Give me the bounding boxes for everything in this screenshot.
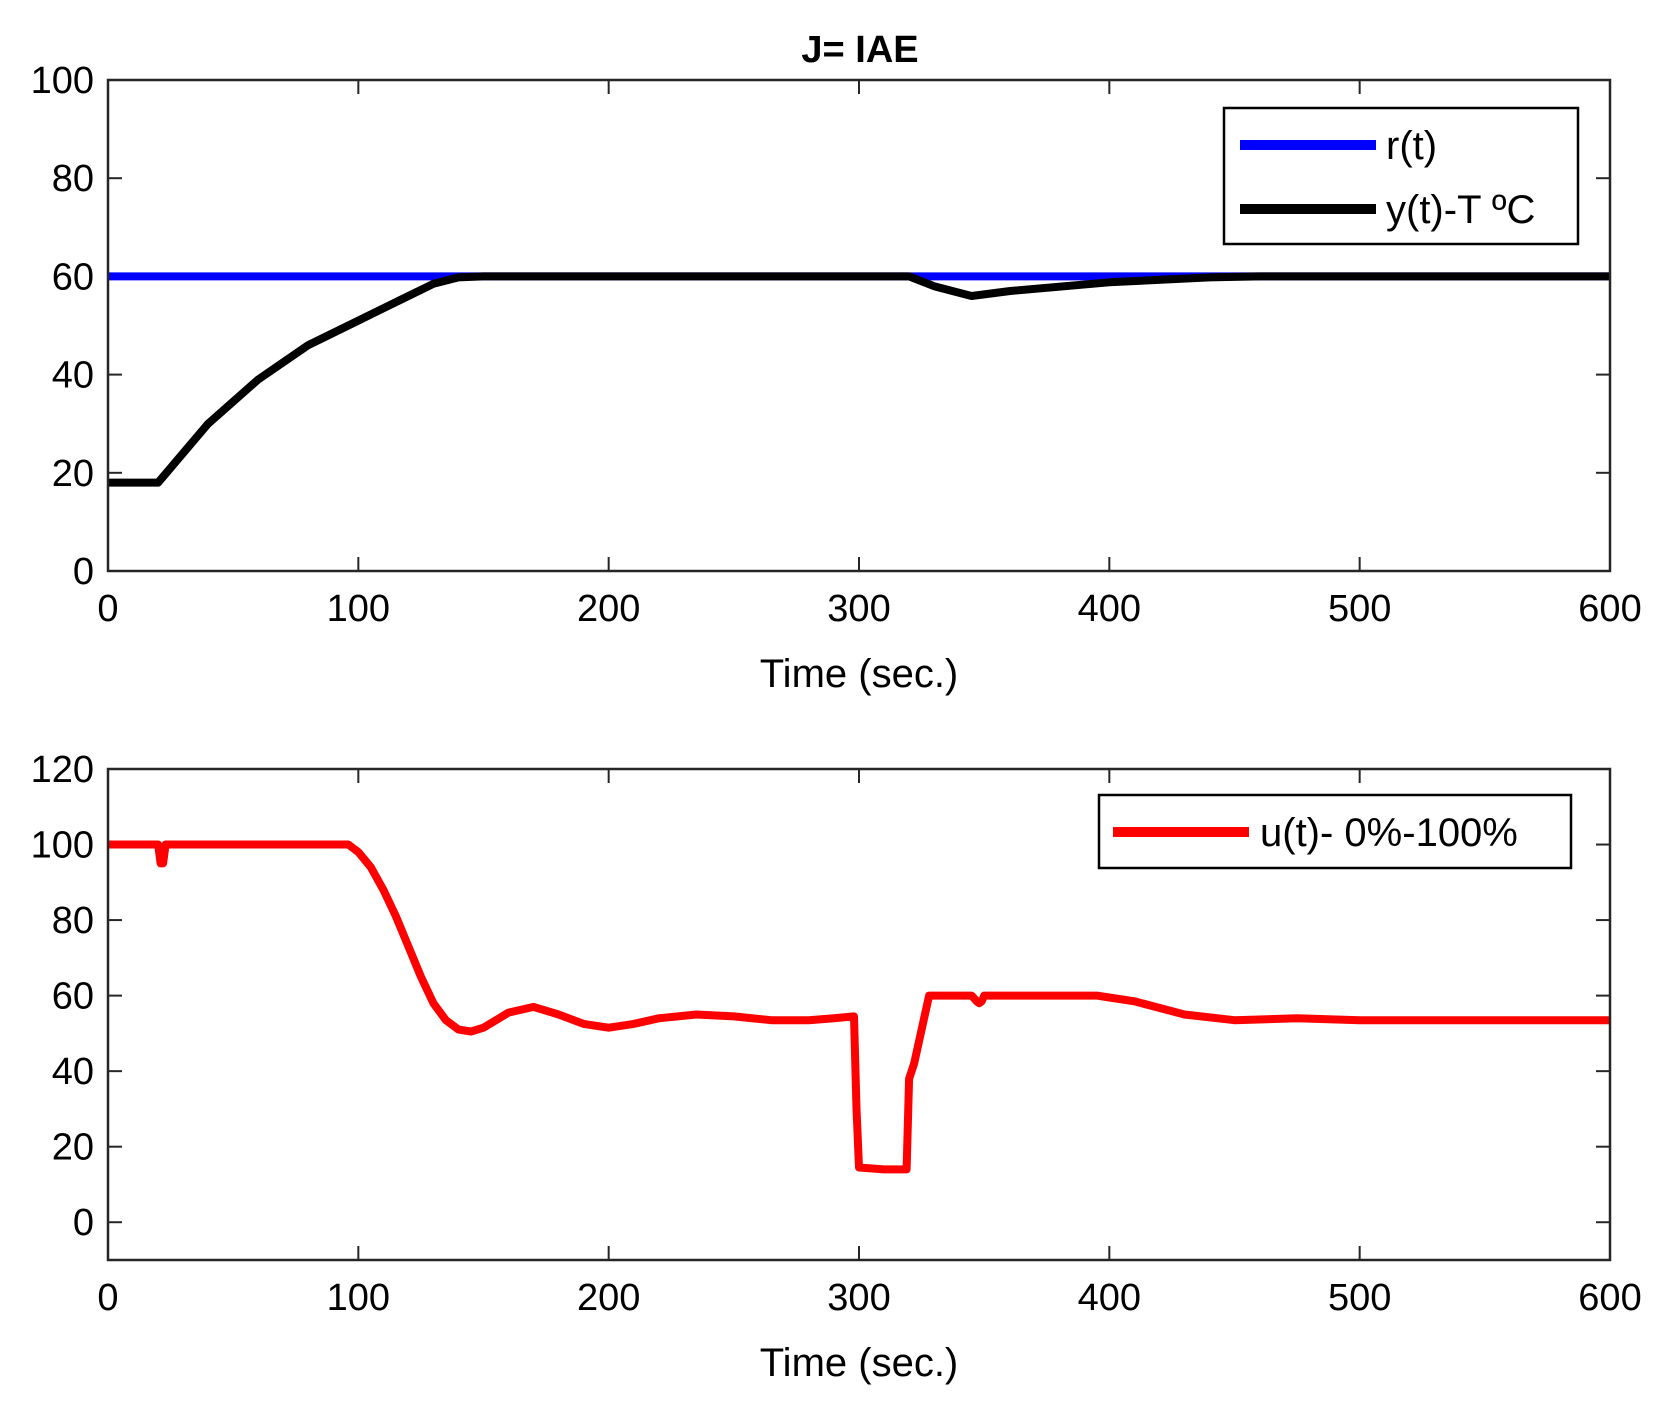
legend-label-r: r(t) — [1386, 124, 1437, 168]
y-tick-label: 60 — [52, 976, 94, 1018]
legend-label-y: y(t)-T ºC — [1386, 188, 1535, 232]
y-tick-label: 100 — [31, 60, 94, 102]
axes-box-top — [106, 78, 1612, 573]
legend-top: r(t) y(t)-T ºC — [1222, 106, 1580, 246]
legend-label-u: u(t)- 0%-100% — [1260, 811, 1518, 855]
x-tick-label: 300 — [827, 588, 890, 630]
y-tick-label: 40 — [52, 1051, 94, 1093]
legend-bottom: u(t)- 0%-100% — [1097, 793, 1573, 870]
x-tick-label: 500 — [1328, 588, 1391, 630]
x-tick-label: 200 — [577, 588, 640, 630]
y-tick-label: 20 — [52, 453, 94, 495]
series-line-y-t-t-c — [108, 272, 1610, 487]
x-tick-label: 600 — [1578, 1277, 1641, 1319]
chart-top: J= IAE 0 100 200 300 400 500 600 0 20 40 60 80 100 T… — [31, 29, 1642, 696]
chart-title: J= IAE — [801, 29, 918, 71]
y-tick-label: 40 — [52, 355, 94, 397]
x-tick-label: 0 — [97, 1277, 118, 1319]
x-tick-label: 300 — [827, 1277, 890, 1319]
x-axis-label-top: Time (sec.) — [760, 652, 959, 696]
x-tick-label: 100 — [327, 588, 390, 630]
x-tick-label: 200 — [577, 1277, 640, 1319]
y-tick-label: 0 — [73, 1202, 94, 1244]
legend-box-top — [1222, 106, 1580, 246]
x-tick-label: 500 — [1328, 1277, 1391, 1319]
y-tick-label: 120 — [31, 749, 94, 791]
x-tick-label: 400 — [1078, 588, 1141, 630]
y-tick-label: 60 — [52, 256, 94, 298]
x-tick-label: 400 — [1078, 1277, 1141, 1319]
y-tick-label: 100 — [31, 825, 94, 867]
series-line-u-t-0-100 — [108, 840, 1610, 1174]
chart-bottom: 0 100 200 300 400 500 600 0 20 40 60 80 100 120 Time … — [31, 749, 1642, 1385]
y-tick-label: 20 — [52, 1127, 94, 1169]
x-tick-label: 100 — [327, 1277, 390, 1319]
y-tick-label: 80 — [52, 158, 94, 200]
y-tick-label: 80 — [52, 900, 94, 942]
x-tick-label: 0 — [97, 588, 118, 630]
x-axis-label-bottom: Time (sec.) — [760, 1341, 959, 1385]
y-tick-label: 0 — [73, 551, 94, 593]
axes-box-bottom — [106, 767, 1612, 1262]
x-tick-label: 600 — [1578, 588, 1641, 630]
